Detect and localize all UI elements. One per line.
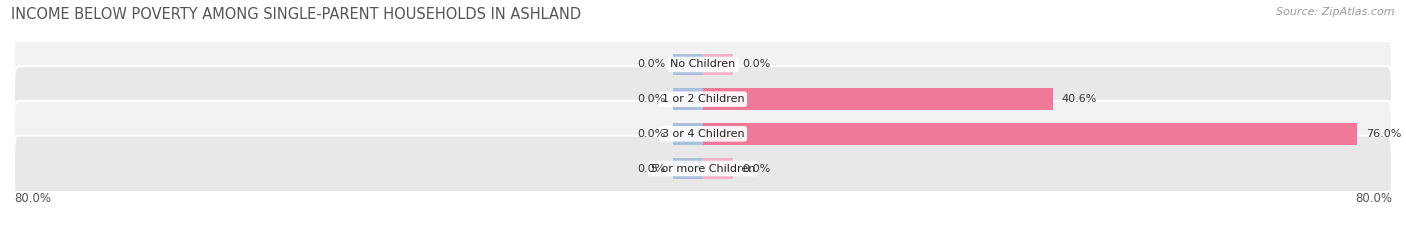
- Text: 5 or more Children: 5 or more Children: [651, 164, 755, 174]
- Bar: [703, 158, 733, 179]
- Bar: [703, 123, 1358, 145]
- Text: 0.0%: 0.0%: [742, 164, 770, 174]
- Bar: [673, 123, 703, 145]
- FancyBboxPatch shape: [14, 66, 1392, 132]
- Text: 0.0%: 0.0%: [638, 129, 666, 139]
- Text: 0.0%: 0.0%: [638, 59, 666, 69]
- Bar: [673, 54, 703, 75]
- FancyBboxPatch shape: [14, 101, 1392, 167]
- Text: 80.0%: 80.0%: [1355, 192, 1392, 205]
- Text: No Children: No Children: [671, 59, 735, 69]
- FancyBboxPatch shape: [14, 136, 1392, 202]
- FancyBboxPatch shape: [14, 31, 1392, 97]
- Text: 40.6%: 40.6%: [1062, 94, 1097, 104]
- Bar: [703, 54, 733, 75]
- Text: 3 or 4 Children: 3 or 4 Children: [662, 129, 744, 139]
- Bar: [673, 158, 703, 179]
- Text: 0.0%: 0.0%: [638, 94, 666, 104]
- Text: 0.0%: 0.0%: [638, 164, 666, 174]
- Bar: [673, 88, 703, 110]
- Text: INCOME BELOW POVERTY AMONG SINGLE-PARENT HOUSEHOLDS IN ASHLAND: INCOME BELOW POVERTY AMONG SINGLE-PARENT…: [11, 7, 581, 22]
- Text: 76.0%: 76.0%: [1367, 129, 1402, 139]
- Text: Source: ZipAtlas.com: Source: ZipAtlas.com: [1277, 7, 1395, 17]
- Text: 1 or 2 Children: 1 or 2 Children: [662, 94, 744, 104]
- Text: 0.0%: 0.0%: [742, 59, 770, 69]
- Text: 80.0%: 80.0%: [14, 192, 51, 205]
- Bar: [703, 88, 1053, 110]
